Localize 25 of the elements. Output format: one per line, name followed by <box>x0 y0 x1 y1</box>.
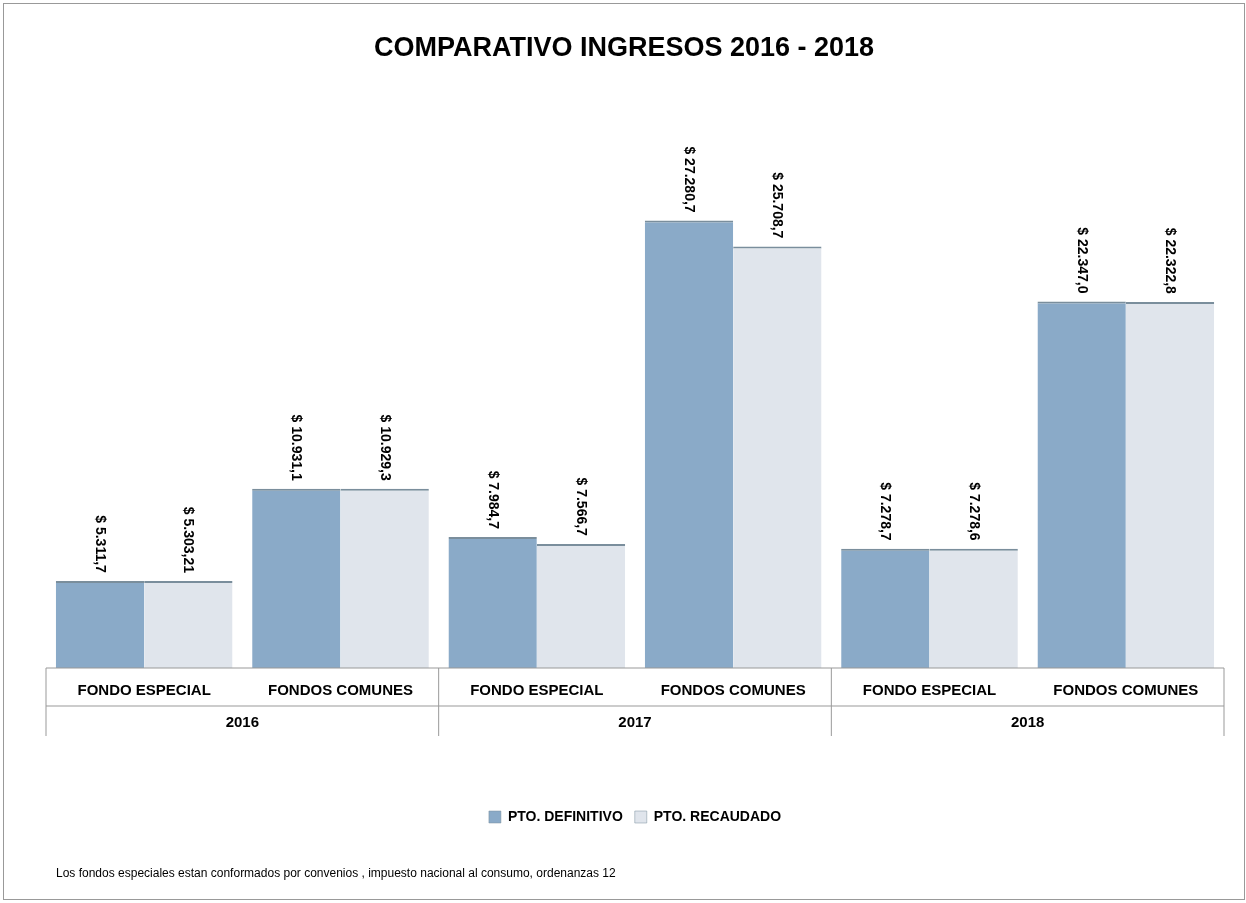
text: 2018 <box>1010 713 1045 731</box>
text: 2017 <box>618 713 652 731</box>
data-label: $ 22.347,0 <box>1074 227 1091 294</box>
data-label: $ 10.929,3 <box>377 414 394 481</box>
data-label: $ 27.280,7 <box>682 146 699 213</box>
data-label: $ 22.322,8 <box>1163 227 1180 295</box>
x-tick-label: FONDO ESPECIAL <box>470 681 604 699</box>
legend-label: PTO. DEFINITIVO <box>507 807 623 824</box>
data-label: $ 25.708,7 <box>770 172 787 239</box>
x-tick-label: FONDOS COMUNES <box>660 681 806 699</box>
data-label: $ 7.278,6 <box>966 482 983 541</box>
data-label: $ 5.303,21 <box>181 506 198 574</box>
x-tick-label: FONDO ESPECIAL <box>77 681 211 699</box>
data-label: $ 10.931,1 <box>289 414 306 481</box>
legend-label: PTO. RECAUDADO <box>653 807 782 824</box>
x-tick-label: FONDO ESPECIAL <box>862 681 997 699</box>
x-tick-label: FONDOS COMUNES <box>267 681 414 699</box>
chart-title: COMPARATIVO INGRESOS 2016 - 2018 <box>372 32 876 63</box>
data-label: $ 7.566,7 <box>574 477 591 537</box>
text: 2016 <box>225 713 260 731</box>
x-tick-label: FONDOS COMUNES <box>1053 681 1199 699</box>
data-label: $ 7.278,7 <box>878 482 895 541</box>
data-label: $ 7.984,7 <box>485 470 502 530</box>
data-label: $ 5.311,7 <box>93 515 110 574</box>
text: Los fondos especiales estan conformados por convenios , impuesto nacional al consumo, ordenanzas 12 <box>56 866 616 880</box>
